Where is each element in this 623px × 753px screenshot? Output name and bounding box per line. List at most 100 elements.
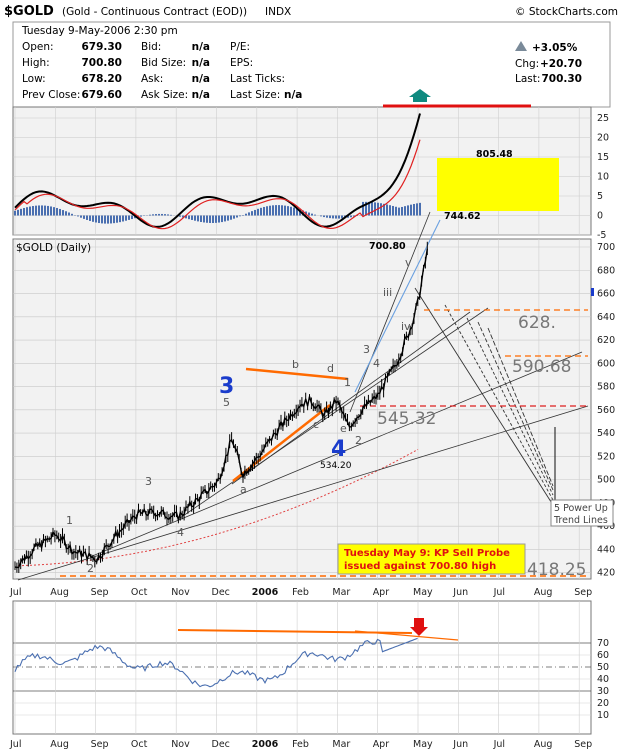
histogram-bar: [362, 201, 364, 216]
x-tick-label: Oct: [131, 587, 148, 598]
histogram-bar: [113, 215, 115, 224]
low-label: 534.20: [320, 461, 352, 471]
orange-resistance-line: [245, 367, 349, 381]
y-tick-label: 25: [597, 113, 609, 124]
level-418: 418.25: [527, 560, 586, 580]
watermark: © StockCharts.com: [515, 6, 618, 18]
histogram-bar: [293, 207, 295, 216]
quote-label: Low:: [22, 73, 46, 85]
histogram-bar: [323, 215, 325, 218]
y-tick-label: 560: [597, 405, 615, 416]
histogram-bar: [20, 208, 22, 216]
moving-average-line: [17, 448, 419, 567]
y-tick-label: -5: [597, 230, 606, 241]
target-box: [437, 158, 559, 211]
y-tick-label: 10: [597, 710, 609, 721]
histogram-bar: [77, 215, 79, 217]
power-up-text: 5 Power Up: [554, 503, 608, 514]
histogram-bar: [35, 205, 37, 216]
x-tick-label: Aug: [534, 739, 553, 750]
histogram-bar: [311, 213, 313, 216]
histogram-bar: [371, 202, 373, 216]
x-tick-label: Jul: [493, 587, 505, 598]
chg-value: +20.70: [540, 58, 582, 70]
histogram-bar: [62, 210, 64, 216]
histogram-bar: [365, 201, 367, 216]
histogram-bar: [149, 214, 151, 216]
x-tick-label: May: [413, 587, 433, 598]
wave-label: 3: [145, 475, 152, 488]
histogram-bar: [278, 205, 280, 216]
histogram-bar: [194, 215, 196, 221]
histogram-bar: [251, 211, 253, 216]
wave-label: a: [240, 483, 247, 496]
histogram-bar: [245, 213, 247, 216]
y-tick-label: 620: [597, 335, 615, 346]
y-tick-label: 640: [597, 312, 615, 323]
wave-label: 4: [177, 526, 184, 539]
y-tick-label: 540: [597, 428, 615, 439]
y-tick-label: 70: [597, 638, 609, 649]
histogram-bar: [185, 215, 187, 219]
price-panel: [12, 238, 592, 580]
misc-label: Last Size:: [230, 89, 280, 101]
high-label: 700.80: [369, 241, 406, 252]
histogram-bar: [26, 207, 28, 216]
histogram-bar: [221, 215, 223, 223]
x-tick-label: May: [413, 739, 433, 750]
histogram-bar: [104, 215, 106, 224]
histogram-bar: [392, 205, 394, 216]
histogram-bar: [332, 215, 334, 219]
wave-label: 1: [66, 514, 73, 527]
x-tick-label: Sep: [574, 587, 592, 598]
wave-label: 4: [373, 357, 380, 370]
histogram-bar: [158, 213, 160, 216]
histogram-bar: [329, 215, 331, 219]
histogram-bar: [101, 215, 103, 224]
sell-probe-text: Tuesday May 9: KP Sell Probe issued again…: [344, 548, 510, 572]
misc-label: P/E:: [230, 41, 250, 53]
histogram-bar: [68, 212, 70, 216]
histogram-bar: [350, 215, 352, 218]
histogram-bar: [179, 215, 181, 217]
x-tick-label: Aug: [50, 739, 69, 750]
histogram-bar: [239, 215, 241, 217]
quote-panel: [12, 21, 611, 108]
x-tick-label: 2006: [252, 587, 279, 598]
y-tick-label: 660: [597, 289, 615, 300]
histogram-bar: [197, 215, 199, 222]
histogram-bar: [170, 214, 172, 216]
x-tick-label: Apr: [373, 739, 390, 750]
histogram-bar: [83, 215, 85, 219]
histogram-bar: [140, 215, 142, 217]
misc-label: EPS:: [230, 57, 253, 69]
x-tick-label: Aug: [50, 587, 69, 598]
histogram-bar: [125, 215, 127, 221]
y-tick-label: 20: [597, 133, 609, 144]
histogram-bar: [128, 215, 130, 220]
wave-label: 5: [223, 396, 230, 409]
y-tick-label: 420: [597, 568, 615, 579]
histogram-bar: [209, 215, 211, 223]
histogram-bar: [89, 215, 91, 221]
histogram-bar: [407, 205, 409, 216]
y-tick-label: 0: [597, 211, 603, 222]
quote-label: Open:: [22, 41, 54, 53]
y-tick-label: 30: [597, 686, 609, 697]
x-tick-label: Aug: [534, 587, 553, 598]
symbol-description: (Gold - Continuous Contract (EOD)): [62, 6, 247, 18]
bid-label: Bid:: [141, 41, 161, 53]
histogram-bar: [404, 206, 406, 216]
histogram-bar: [227, 215, 229, 221]
histogram-bar: [182, 215, 184, 218]
y-tick-label: 700: [597, 242, 615, 253]
y-tick-label: 500: [597, 475, 615, 486]
bid-label: Bid Size:: [141, 57, 186, 69]
histogram-bar: [191, 215, 193, 220]
power-up-box: [550, 499, 614, 527]
histogram-bar: [50, 206, 52, 216]
histogram-bar: [335, 215, 337, 219]
